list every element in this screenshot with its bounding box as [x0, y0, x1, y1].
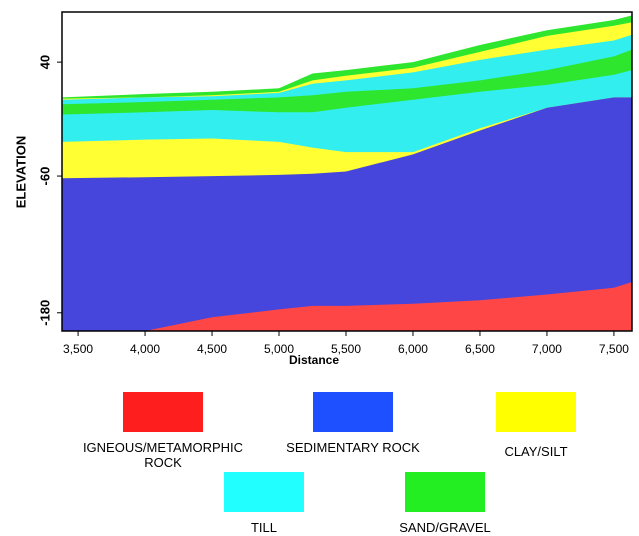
legend-label: IGNEOUS/METAMORPHIC ROCK: [63, 440, 263, 470]
plot: [62, 12, 632, 336]
x-tick-label: 7,000: [532, 342, 562, 356]
legend-swatch: [313, 392, 393, 432]
legend-label: CLAY/SILT: [476, 444, 596, 459]
page: Distance ELEVATION 3,5004,0004,5005,0005…: [0, 0, 639, 536]
legend-label: TILL: [204, 520, 324, 535]
legend-swatch: [123, 392, 203, 432]
x-tick-label: 7,500: [599, 342, 629, 356]
x-tick-label: 6,500: [465, 342, 495, 356]
x-tick-label: 5,000: [264, 342, 294, 356]
legend-label: SAND/GRAVEL: [375, 520, 515, 535]
legend-swatch: [405, 472, 485, 512]
y-tick-label: 40: [37, 55, 52, 69]
x-tick-label: 4,000: [130, 342, 160, 356]
x-tick-label: 5,500: [331, 342, 361, 356]
y-tick-label: -60: [37, 167, 52, 186]
x-tick-label: 4,500: [197, 342, 227, 356]
legend-swatch: [496, 392, 576, 432]
y-axis-title: ELEVATION: [13, 136, 28, 208]
legend-label: SEDIMENTARY ROCK: [273, 440, 433, 455]
legend-swatch: [224, 472, 304, 512]
x-tick-label: 6,000: [398, 342, 428, 356]
y-tick-label: -180: [37, 300, 52, 326]
x-tick-label: 3,500: [63, 342, 93, 356]
